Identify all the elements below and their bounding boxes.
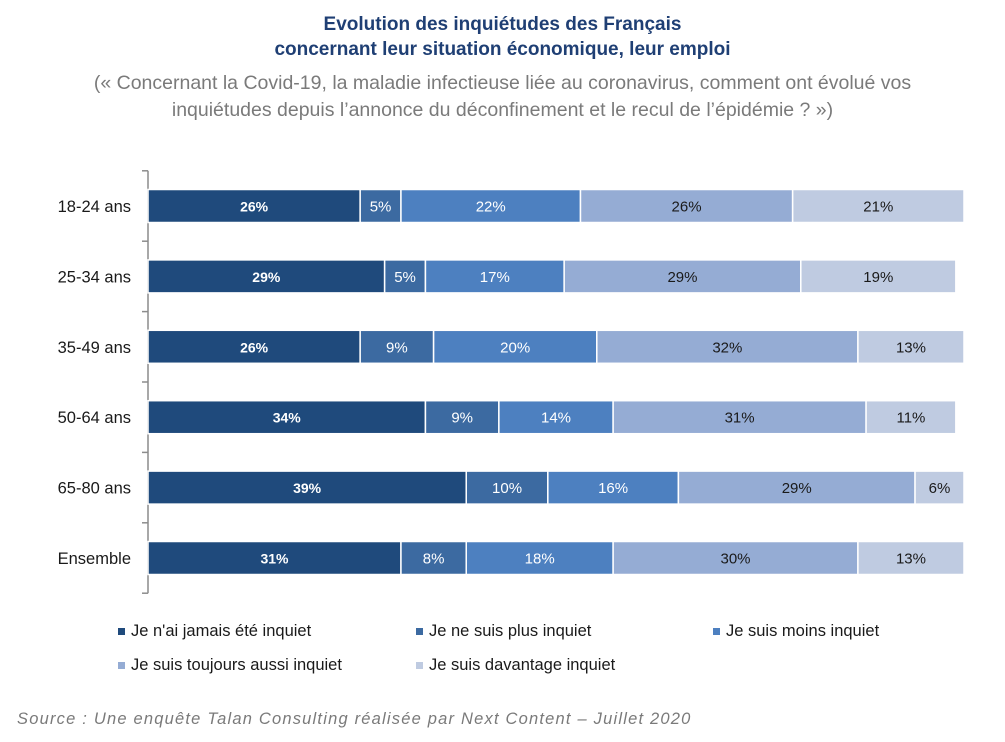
title-line-2: concernant leur situation économique, le…	[274, 39, 731, 60]
data-label: 29%	[782, 480, 812, 497]
bar-segment	[677, 470, 916, 505]
data-label: 21%	[863, 199, 893, 216]
subtitle-line-2: inquiétudes depuis l’annonce du déconfin…	[171, 99, 834, 121]
data-label: 18%	[525, 551, 555, 568]
data-label: 14%	[541, 410, 571, 427]
bar-segment	[424, 259, 565, 294]
bar-segment	[498, 399, 614, 435]
legend-label: Je ne suis plus inquiet	[429, 622, 592, 640]
bar-segment	[400, 540, 467, 576]
data-label: 20%	[500, 339, 530, 356]
legend-label: Je suis toujours aussi inquiet	[131, 656, 342, 674]
source-note: Source : Une enquête Talan Consulting ré…	[17, 710, 692, 728]
legend-label: Je n'ai jamais été inquiet	[131, 622, 312, 640]
bar-segment	[914, 470, 965, 505]
legend-label: Je suis davantage inquiet	[429, 656, 616, 674]
data-label: 29%	[252, 269, 281, 285]
data-label: 30%	[721, 551, 751, 568]
data-label: 29%	[667, 269, 697, 286]
legend-item: Je n'ai jamais été inquiet	[118, 622, 311, 641]
data-label: 6%	[929, 480, 951, 497]
bar-segment	[147, 188, 361, 224]
data-label: 17%	[480, 269, 510, 286]
legend-swatch	[118, 662, 125, 669]
bar-segment	[359, 188, 402, 224]
legend-swatch	[416, 628, 423, 635]
bar-segment	[147, 329, 361, 365]
data-label: 16%	[598, 480, 628, 497]
bar-segment	[791, 188, 965, 224]
bar-segment	[612, 399, 867, 435]
bar-segment	[465, 470, 549, 505]
legend-item: Je suis davantage inquiet	[416, 656, 615, 675]
category-label: 50-64 ans	[58, 409, 131, 427]
bar-segment	[147, 540, 402, 576]
data-label: 39%	[293, 480, 322, 496]
legend-item: Je suis moins inquiet	[713, 622, 879, 641]
category-label: 18-24 ans	[58, 198, 131, 216]
bar-segment	[857, 329, 965, 365]
bar-segment	[424, 399, 500, 435]
data-label: 26%	[240, 199, 269, 215]
bar-segment	[383, 259, 427, 294]
legend-swatch	[416, 662, 423, 669]
data-label: 8%	[423, 551, 445, 568]
bar-segment	[147, 399, 427, 435]
bar-segment	[612, 540, 859, 576]
data-label: 5%	[370, 199, 392, 216]
data-label: 34%	[273, 410, 302, 426]
category-label: 35-49 ans	[58, 339, 131, 357]
data-label: 9%	[451, 410, 473, 427]
data-label: 22%	[476, 199, 506, 216]
title-line-1: Evolution des inquiétudes des Français	[323, 14, 682, 35]
bar-segment	[865, 399, 957, 435]
bar-segment	[359, 329, 435, 365]
data-label: 26%	[672, 199, 702, 216]
bar-segment	[432, 329, 598, 365]
legend-item: Je suis toujours aussi inquiet	[118, 656, 342, 675]
legend-swatch	[713, 628, 720, 635]
legend-swatch	[118, 628, 125, 635]
bar-segment	[857, 540, 965, 576]
data-label: 31%	[260, 551, 289, 567]
subtitle-line-1: (« Concernant la Covid-19, la maladie in…	[93, 72, 912, 94]
data-label: 19%	[863, 269, 893, 286]
data-label: 9%	[386, 339, 408, 356]
bar-segment	[547, 470, 680, 505]
bar-segment	[596, 329, 859, 365]
bar-segment	[563, 259, 802, 294]
chart-subtitle: (« Concernant la Covid-19, la maladie in…	[0, 70, 1005, 124]
category-label: 25-34 ans	[58, 268, 131, 286]
chart-title: Evolution des inquiétudes des Français c…	[0, 12, 1005, 62]
data-label: 26%	[240, 339, 269, 355]
bar-segment	[800, 259, 957, 294]
data-label: 11%	[896, 410, 925, 427]
data-label: 32%	[712, 339, 742, 356]
legend-item: Je ne suis plus inquiet	[416, 622, 591, 641]
data-label: 10%	[492, 480, 522, 497]
data-label: 31%	[725, 410, 755, 427]
category-label: Ensemble	[58, 550, 131, 568]
category-label: 65-80 ans	[58, 480, 131, 498]
data-label: 13%	[896, 551, 926, 568]
bar-segment	[465, 540, 614, 576]
data-label: 13%	[896, 339, 926, 356]
bar-segment	[147, 259, 386, 294]
data-label: 5%	[394, 269, 416, 286]
stacked-bar-chart: 18-24 ans 26% 5% 22% 26% 21% 25-34 ans 29% 5% 17%…	[58, 170, 965, 594]
legend-label: Je suis moins inquiet	[726, 622, 880, 640]
